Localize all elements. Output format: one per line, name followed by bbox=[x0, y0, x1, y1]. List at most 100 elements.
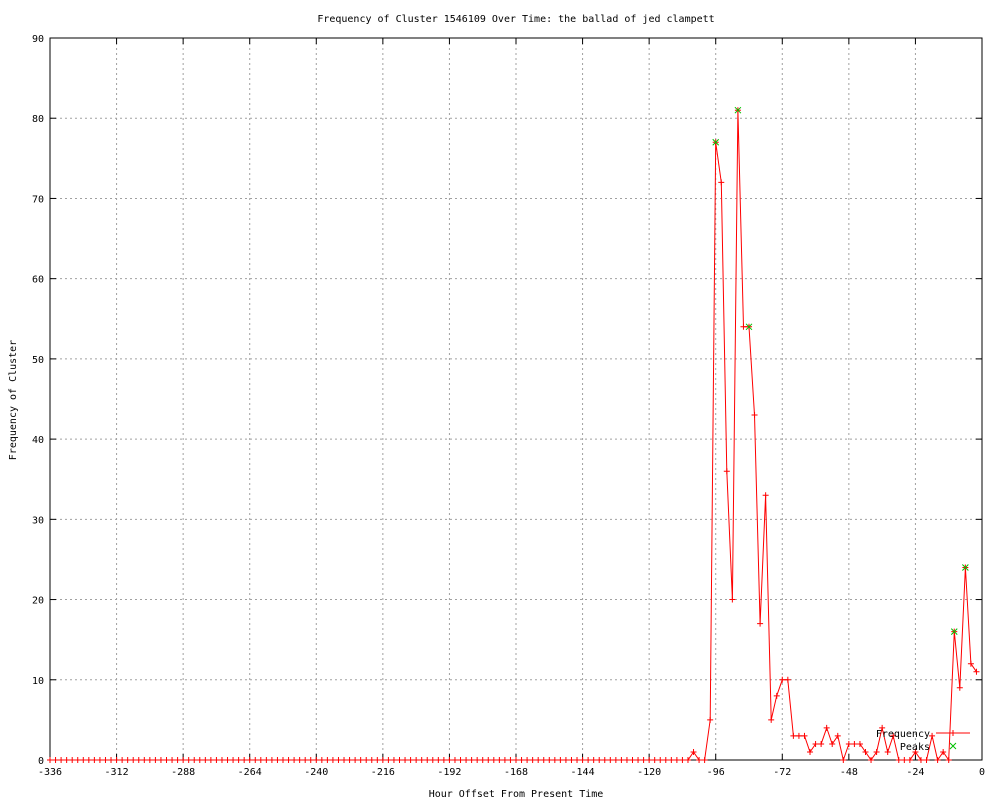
frequency-point bbox=[85, 757, 92, 763]
frequency-point bbox=[917, 757, 924, 763]
frequency-point bbox=[635, 757, 642, 763]
frequency-point bbox=[424, 757, 431, 763]
frequency-point bbox=[912, 748, 919, 755]
frequency-point bbox=[385, 757, 392, 763]
frequency-point bbox=[191, 757, 198, 763]
frequency-point bbox=[795, 732, 802, 739]
frequency-point bbox=[324, 757, 331, 763]
frequency-point bbox=[651, 757, 658, 763]
frequency-point bbox=[623, 757, 630, 763]
chart-title: Frequency of Cluster 1546109 Over Time: … bbox=[317, 14, 714, 25]
frequency-point bbox=[341, 757, 348, 763]
frequency-point bbox=[207, 757, 214, 763]
frequency-point bbox=[241, 757, 248, 763]
frequency-point bbox=[501, 757, 508, 763]
frequency-point bbox=[47, 757, 53, 763]
peak-point bbox=[962, 564, 969, 571]
frequency-point bbox=[524, 757, 531, 763]
grid bbox=[50, 38, 982, 760]
frequency-point bbox=[762, 492, 769, 499]
x-tick-label: 0 bbox=[979, 767, 985, 778]
frequency-point bbox=[302, 757, 309, 763]
legend-marker-peaks bbox=[949, 742, 957, 750]
frequency-line bbox=[50, 110, 977, 762]
frequency-point bbox=[119, 757, 126, 763]
frequency-point bbox=[141, 757, 148, 763]
frequency-point bbox=[402, 757, 409, 763]
y-tick-label: 60 bbox=[32, 275, 44, 286]
frequency-point bbox=[413, 757, 420, 763]
frequency-point bbox=[169, 757, 176, 763]
legend-label-frequency: Frequency bbox=[876, 729, 930, 740]
frequency-point bbox=[157, 757, 164, 763]
x-tick-label: -144 bbox=[571, 767, 595, 778]
frequency-point bbox=[801, 732, 808, 739]
frequency-point bbox=[934, 757, 941, 763]
frequency-point bbox=[629, 757, 636, 763]
frequency-point bbox=[108, 757, 115, 763]
frequency-point bbox=[535, 757, 542, 763]
frequency-point bbox=[230, 757, 237, 763]
x-tick-label: -288 bbox=[171, 767, 195, 778]
peak-point bbox=[745, 323, 753, 331]
y-axis-label: Frequency of Cluster bbox=[8, 340, 19, 460]
frequency-point bbox=[684, 757, 691, 763]
frequency-point bbox=[513, 757, 519, 763]
frequency-point bbox=[751, 412, 758, 419]
frequency-point bbox=[496, 757, 503, 763]
frequency-point bbox=[468, 757, 475, 763]
frequency-point bbox=[263, 757, 270, 763]
frequency-point bbox=[657, 757, 664, 763]
frequency-point bbox=[707, 716, 714, 723]
frequency-point bbox=[607, 757, 614, 763]
y-tick-label: 90 bbox=[32, 34, 44, 45]
frequency-point bbox=[268, 757, 275, 763]
frequency-point bbox=[274, 757, 281, 763]
legend: Frequency Peaks bbox=[876, 729, 970, 753]
frequency-point bbox=[807, 748, 814, 755]
frequency-point bbox=[901, 757, 908, 763]
frequency-point bbox=[679, 757, 686, 763]
frequency-point bbox=[429, 757, 436, 763]
x-tick-label: -48 bbox=[840, 767, 858, 778]
frequency-point bbox=[568, 757, 575, 763]
frequency-point bbox=[590, 757, 597, 763]
frequency-point bbox=[180, 757, 187, 763]
frequency-point bbox=[346, 757, 353, 763]
frequency-point bbox=[407, 757, 414, 763]
frequency-point bbox=[490, 757, 497, 763]
frequency-point bbox=[113, 757, 120, 763]
frequency-point bbox=[967, 660, 974, 667]
frequency-point bbox=[440, 757, 447, 763]
x-tick-label: -336 bbox=[38, 767, 62, 778]
frequency-point bbox=[551, 757, 558, 763]
frequency-point bbox=[252, 757, 259, 763]
frequency-point bbox=[368, 757, 375, 763]
frequency-point bbox=[63, 757, 70, 763]
peak-point bbox=[712, 138, 720, 146]
y-tick-label: 80 bbox=[32, 114, 44, 125]
peak-point bbox=[950, 628, 958, 635]
frequency-point bbox=[529, 757, 536, 763]
x-tick-label: -120 bbox=[637, 767, 661, 778]
frequency-point bbox=[52, 757, 59, 763]
x-tick-label: -192 bbox=[437, 767, 461, 778]
frequency-point bbox=[58, 757, 65, 763]
frequency-point bbox=[163, 757, 170, 763]
frequency-point bbox=[74, 757, 81, 763]
x-tick-label: -264 bbox=[238, 767, 262, 778]
frequency-point bbox=[579, 757, 586, 763]
frequency-point bbox=[185, 757, 192, 763]
frequency-point bbox=[307, 757, 314, 763]
frequency-point bbox=[690, 748, 697, 755]
frequency-point bbox=[873, 748, 880, 755]
frequency-point bbox=[329, 757, 336, 763]
frequency-point bbox=[856, 740, 863, 747]
frequency-point bbox=[435, 757, 442, 763]
frequency-point bbox=[723, 468, 730, 475]
frequency-point bbox=[729, 596, 736, 603]
peak-point bbox=[734, 106, 742, 114]
frequency-point bbox=[318, 757, 325, 763]
